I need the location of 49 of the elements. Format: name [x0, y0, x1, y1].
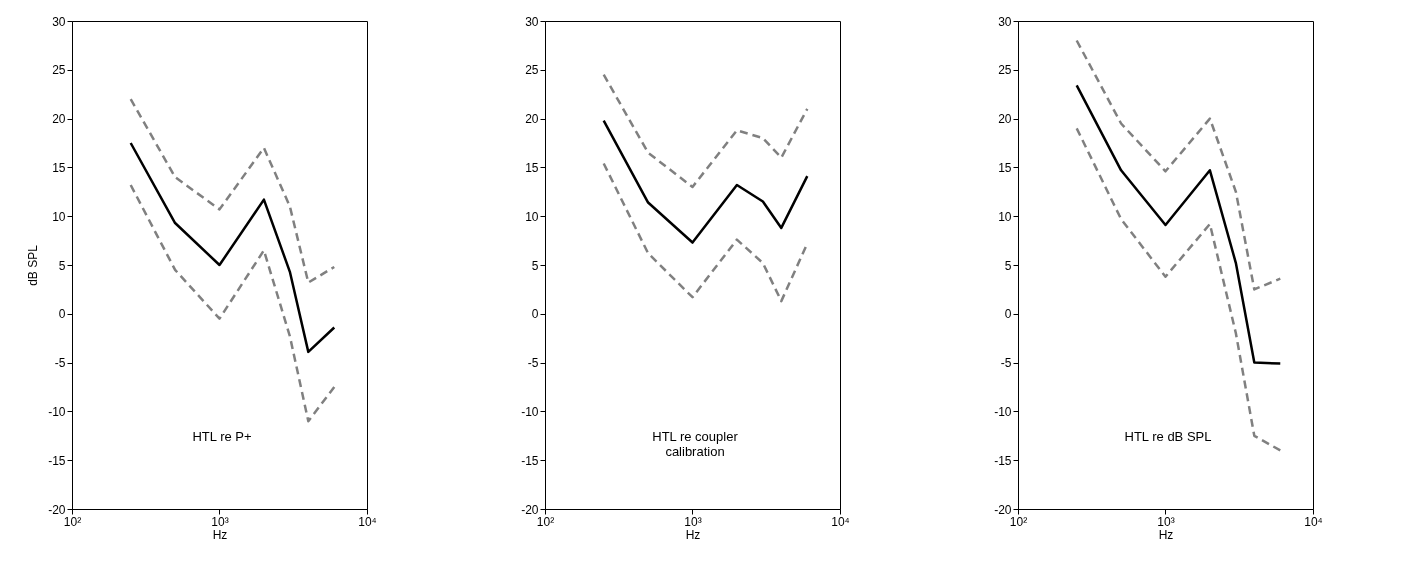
y-tick-label: 5 [58, 258, 66, 273]
y-tick-label: -15 [48, 453, 66, 468]
annotation: HTL re P+ [192, 429, 252, 444]
y-tick-label: 0 [1004, 307, 1012, 322]
x-tick-label: 10² [63, 514, 82, 529]
y-tick-label: -15 [521, 453, 539, 468]
y-tick-label: 15 [998, 160, 1012, 175]
y-tick-label: 25 [52, 63, 66, 78]
x-axis-title: Hz [685, 527, 701, 542]
y-tick-label: 20 [998, 112, 1012, 127]
y-tick-label: -5 [527, 356, 539, 371]
y-tick-label: 10 [52, 209, 66, 224]
y-tick-label: 0 [58, 307, 66, 322]
x-tick-label: 10³ [1157, 514, 1175, 529]
y-tick-label: 30 [998, 14, 1012, 29]
x-tick-label: 10³ [684, 514, 702, 529]
y-axis-title: dB SPL [26, 244, 41, 286]
y-tick-label: 30 [52, 14, 66, 29]
y-tick-label: -20 [521, 502, 539, 517]
y-tick-label: -20 [994, 502, 1012, 517]
y-tick-label: 5 [1004, 258, 1012, 273]
x-tick-label: 10² [536, 514, 555, 529]
y-tick-label: 20 [52, 112, 66, 127]
x-tick-label: 10² [1009, 514, 1028, 529]
y-tick-label: 10 [998, 209, 1012, 224]
y-tick-label: 25 [998, 63, 1012, 78]
y-tick-label: 15 [525, 160, 539, 175]
y-tick-label: -10 [48, 404, 66, 419]
y-tick-label: -10 [994, 404, 1012, 419]
y-tick-label: 15 [52, 160, 66, 175]
y-tick-label: 30 [525, 14, 539, 29]
x-axis-title: Hz [1158, 527, 1174, 542]
y-tick-label: -15 [994, 453, 1012, 468]
x-tick-label: 10⁴ [358, 514, 377, 529]
y-tick-label: 0 [531, 307, 539, 322]
y-tick-label: -5 [54, 356, 66, 371]
y-tick-label: -5 [1000, 356, 1012, 371]
y-tick-label: 20 [525, 112, 539, 127]
y-tick-label: 25 [525, 63, 539, 78]
annotation: HTL re dB SPL [1124, 429, 1212, 444]
x-tick-label: 10⁴ [1304, 514, 1323, 529]
x-axis-title: Hz [212, 527, 228, 542]
x-tick-label: 10⁴ [831, 514, 850, 529]
y-tick-label: 5 [531, 258, 539, 273]
annotation: HTL re coupler calibration [652, 429, 739, 459]
y-tick-label: 10 [525, 209, 539, 224]
y-tick-label: -10 [521, 404, 539, 419]
y-tick-label: -20 [48, 502, 66, 517]
x-tick-label: 10³ [211, 514, 229, 529]
